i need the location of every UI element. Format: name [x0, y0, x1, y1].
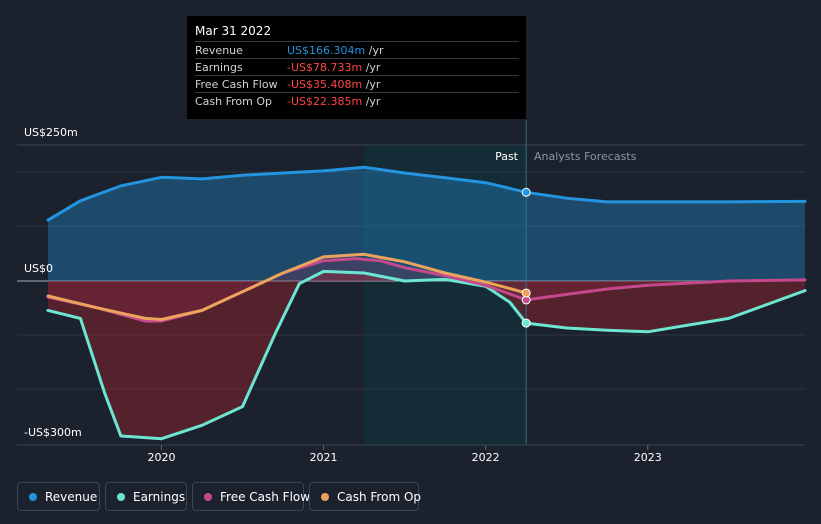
tooltip: Mar 31 2022 Revenue US$166.304m /yr Earn… [187, 16, 526, 119]
tooltip-label: Cash From Op [195, 95, 273, 108]
legend-label: Free Cash Flow [220, 490, 311, 504]
tooltip-value: US$166.304m [287, 44, 366, 57]
legend-cash-from-op[interactable]: Cash From Op [309, 482, 422, 511]
tooltip-date: Mar 31 2022 [195, 24, 272, 38]
tooltip-row-revenue: Revenue US$166.304m /yr [195, 41, 519, 59]
revenue-area [48, 167, 805, 281]
tooltip-value: -US$78.733m [287, 61, 363, 74]
earnings-dot-icon [117, 493, 125, 501]
y-label-zero: US$0 [24, 262, 53, 275]
revenue-current-point [521, 187, 531, 197]
x-tick-label: 2023 [634, 451, 662, 464]
y-label-top: US$250m [24, 126, 78, 139]
tooltip-label: Earnings [195, 61, 243, 74]
cash-from-op-current-point [521, 288, 531, 298]
tooltip-row-cash-from-op: Cash From Op -US$22.385m /yr [195, 92, 519, 110]
free-cash-flow-dot-icon [204, 493, 212, 501]
free-cash-flow-line [46, 257, 807, 323]
earnings-line [46, 269, 807, 441]
revenue-dot-icon [29, 493, 37, 501]
tooltip-value: -US$35.408m [287, 78, 363, 91]
x-tick-label: 2020 [147, 451, 175, 464]
cash-from-op-line [46, 252, 528, 321]
tooltip-unit: /yr [362, 78, 381, 91]
legend-earnings[interactable]: Earnings [105, 482, 187, 511]
tooltip-label: Revenue [195, 44, 243, 57]
tooltip-label: Free Cash Flow [195, 78, 278, 91]
forecast-label: Analysts Forecasts [534, 150, 637, 163]
tooltip-row-earnings: Earnings -US$78.733m /yr [195, 58, 519, 76]
revenue-line [46, 165, 807, 222]
legend-revenue[interactable]: Revenue [17, 482, 100, 511]
past-label: Past [495, 150, 519, 163]
tooltip-unit: /yr [365, 44, 384, 57]
tooltip-unit: /yr [362, 61, 381, 74]
y-label-bottom: -US$300m [24, 426, 82, 439]
x-tick-label: 2021 [310, 451, 338, 464]
legend-label: Revenue [45, 490, 98, 504]
tooltip-unit: /yr [362, 95, 381, 108]
earnings-area [48, 271, 805, 439]
legend-free-cash-flow[interactable]: Free Cash Flow [192, 482, 310, 511]
x-tick-label: 2022 [472, 451, 500, 464]
legend-label: Cash From Op [337, 490, 422, 504]
earnings-current-point [521, 318, 531, 328]
legend-label: Earnings [133, 490, 186, 504]
tooltip-row-free-cash-flow: Free Cash Flow -US$35.408m /yr [195, 75, 519, 93]
tooltip-value: -US$22.385m [287, 95, 363, 108]
cash-from-op-dot-icon [321, 493, 329, 501]
